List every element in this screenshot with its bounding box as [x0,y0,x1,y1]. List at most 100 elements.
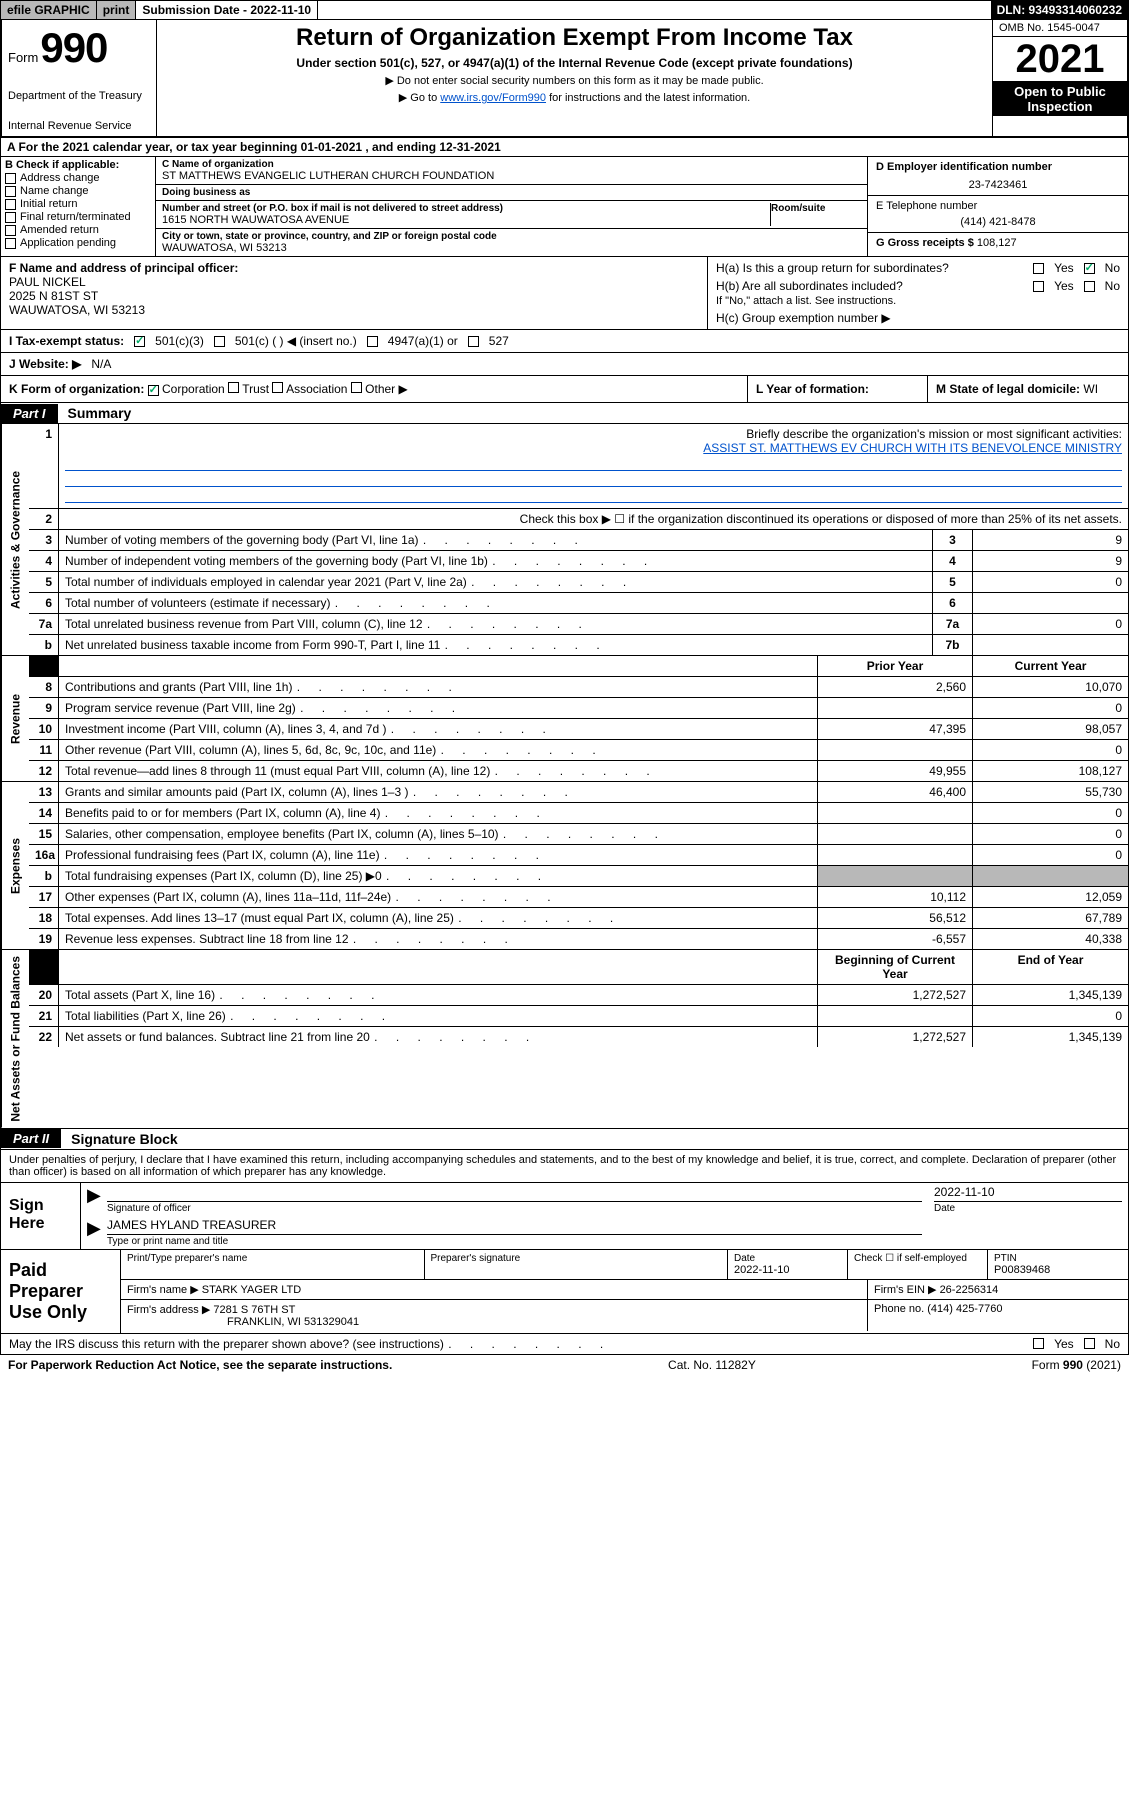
chk-initial-return[interactable] [5,199,16,210]
chk-app-pending[interactable] [5,238,16,249]
prior-20: 1,272,527 [818,985,973,1005]
chk-name-change[interactable] [5,186,16,197]
prior-21 [818,1006,973,1026]
discuss-no[interactable] [1084,1338,1095,1349]
paid-preparer-block: Paid Preparer Use Only Print/Type prepar… [0,1250,1129,1334]
prior-12: 49,955 [818,761,973,781]
mission-text[interactable]: ASSIST ST. MATTHEWS EV CHURCH WITH ITS B… [703,441,1122,455]
summary-line-22: 22Net assets or fund balances. Subtract … [29,1027,1128,1047]
chk-corp[interactable] [148,385,159,396]
prior-19: -6,557 [818,929,973,949]
penalties-text: Under penalties of perjury, I declare th… [0,1150,1129,1183]
irs-link[interactable]: www.irs.gov/Form990 [440,92,546,104]
prior-10: 47,395 [818,719,973,739]
sig-date-label: Date [934,1201,1122,1214]
sign-arrow-icon: ▶ [81,1185,101,1214]
section-b-label: B Check if applicable: [5,159,151,171]
form-note-1: ▶ Do not enter social security numbers o… [165,74,984,87]
prior-15 [818,824,973,844]
section-f-officer: F Name and address of principal officer:… [1,257,708,329]
vlabel-governance: Activities & Governance [1,424,29,655]
chk-527[interactable] [468,336,479,347]
submission-date-label: Submission Date - 2022-11-10 [136,1,318,19]
summary-line-11: 11Other revenue (Part VIII, column (A), … [29,740,1128,761]
paid-preparer-label: Paid Preparer Use Only [1,1250,121,1333]
hb-no[interactable] [1084,281,1095,292]
vlabel-net-assets: Net Assets or Fund Balances [1,950,29,1128]
current-18: 67,789 [973,908,1128,928]
entity-right-col: D Employer identification number 23-7423… [868,157,1128,256]
chk-501c3[interactable] [134,336,145,347]
prep-row-2: Firm's name ▶ STARK YAGER LTD Firm's EIN… [121,1280,1128,1300]
col-begin-year: Beginning of Current Year [818,950,973,984]
chk-trust[interactable] [228,382,239,393]
addr-label: Number and street (or P.O. box if mail i… [162,203,764,214]
officer-name-label: Type or print name and title [107,1234,922,1247]
ha-no[interactable] [1084,263,1095,274]
sig-date-value: 2022-11-10 [934,1185,1122,1201]
summary-val-7a: 0 [973,614,1128,634]
prior-11 [818,740,973,760]
phone-label: E Telephone number [876,200,1120,212]
sign-arrow-icon-2: ▶ [81,1218,101,1247]
chk-other[interactable] [351,382,362,393]
summary-line-19: 19Revenue less expenses. Subtract line 1… [29,929,1128,949]
summary-val-5: 0 [973,572,1128,592]
summary-line-1: 1 Briefly describe the organization's mi… [29,424,1128,509]
summary-line-b: bNet unrelated business taxable income f… [29,635,1128,655]
ein-label: D Employer identification number [876,161,1120,173]
room-label: Room/suite [771,203,861,214]
section-l-year: L Year of formation: [748,376,928,402]
summary-line-15: 15Salaries, other compensation, employee… [29,824,1128,845]
col-prior-year: Prior Year [818,656,973,676]
prior-18: 56,512 [818,908,973,928]
summary-val-6 [973,593,1128,613]
efile-graphic-button[interactable]: efile GRAPHIC [1,1,97,19]
hb-yes[interactable] [1033,281,1044,292]
section-k-form-org: K Form of organization: Corporation Trus… [1,376,748,402]
header-left: Form 990 Department of the Treasury Inte… [2,20,157,136]
sign-here-block: Sign Here ▶ Signature of officer 2022-11… [0,1183,1129,1250]
irs-label: Internal Revenue Service [8,120,150,132]
addr-value: 1615 NORTH WAUWATOSA AVENUE [162,214,764,226]
website-value: N/A [91,357,111,371]
current-8: 10,070 [973,677,1128,697]
chk-final-return[interactable] [5,212,16,223]
chk-address-change[interactable] [5,173,16,184]
current-12: 108,127 [973,761,1128,781]
row-f-h: F Name and address of principal officer:… [0,257,1129,330]
dln-label: DLN: 93493314060232 [991,1,1128,19]
current-b [973,866,1128,886]
open-public-badge: Open to Public Inspection [993,82,1127,116]
gross-receipts-label: G Gross receipts $ [876,237,974,249]
section-b-checkboxes: B Check if applicable: Address change Na… [1,157,156,256]
header-middle: Return of Organization Exempt From Incom… [157,20,992,136]
prep-date: 2022-11-10 [734,1264,841,1276]
prep-addr2: FRANKLIN, WI 531329041 [227,1316,359,1328]
summary-line-3: 3Number of voting members of the governi… [29,530,1128,551]
chk-assoc[interactable] [272,382,283,393]
print-button[interactable]: print [97,1,137,19]
chk-amended[interactable] [5,225,16,236]
summary-line-5: 5Total number of individuals employed in… [29,572,1128,593]
prep-row-3: Firm's address ▶ 7281 S 76TH ST FRANKLIN… [121,1300,1128,1331]
part-1-header: Part I Summary [0,403,1129,424]
current-17: 12,059 [973,887,1128,907]
summary-line-4: 4Number of independent voting members of… [29,551,1128,572]
form-note-2: ▶ Go to www.irs.gov/Form990 for instruct… [165,91,984,104]
city-label: City or town, state or province, country… [162,231,861,242]
current-21: 0 [973,1006,1128,1026]
discuss-yes[interactable] [1033,1338,1044,1349]
summary-line-14: 14Benefits paid to or for members (Part … [29,803,1128,824]
officer-printed-name: JAMES HYLAND TREASURER [107,1218,922,1234]
chk-4947[interactable] [367,336,378,347]
section-h-group: H(a) Is this a group return for subordin… [708,257,1128,329]
ein-value: 23-7423461 [876,179,1120,191]
chk-501c[interactable] [214,336,225,347]
summary-line-10: 10Investment income (Part VIII, column (… [29,719,1128,740]
ha-yes[interactable] [1033,263,1044,274]
prep-firm-ein: 26-2256314 [940,1284,999,1296]
city-value: WAUWATOSA, WI 53213 [162,242,861,254]
org-name-label: C Name of organization [162,159,861,170]
prior-13: 46,400 [818,782,973,802]
